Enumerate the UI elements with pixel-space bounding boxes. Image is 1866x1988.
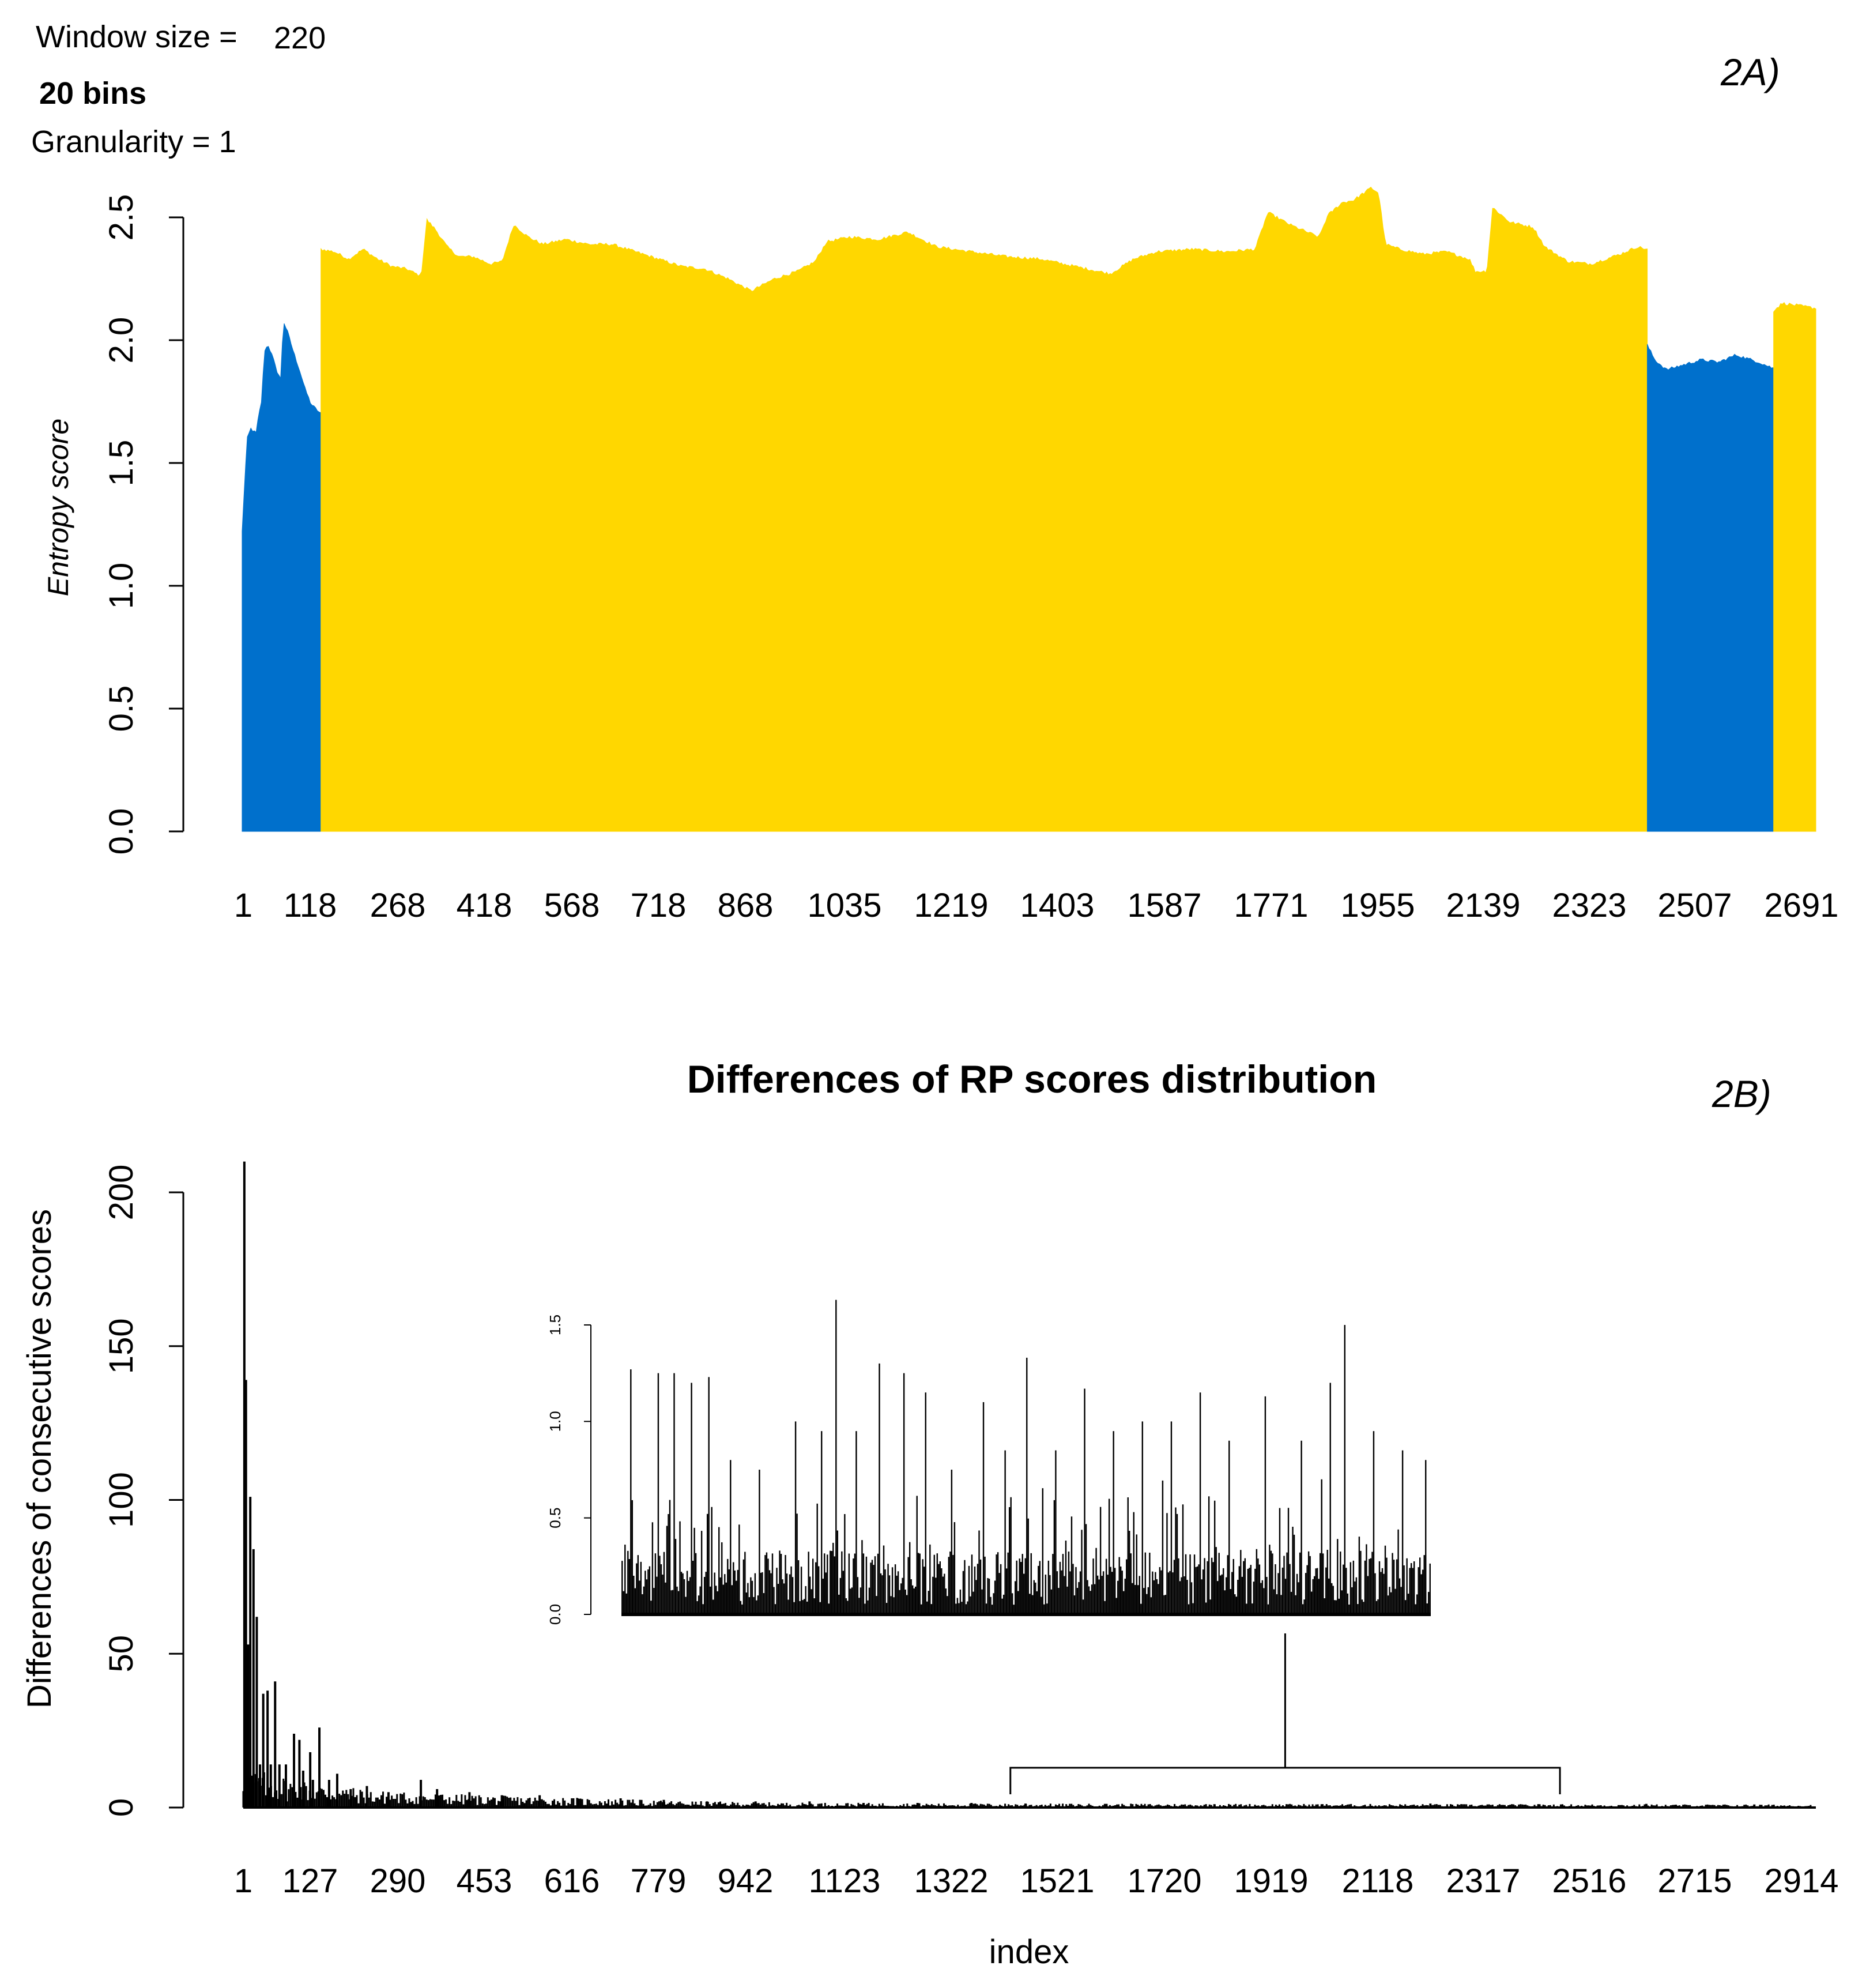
window-size-value: 220 [274,21,326,55]
bracket-line [1009,1767,1561,1794]
x-tick-label: 2516 [1552,1862,1626,1900]
x-tick-label: 2507 [1657,887,1732,924]
y-tick-label: 1.5 [103,440,140,487]
x-tick-label: 2118 [1342,1862,1414,1900]
entropy-segment-3 [1647,344,1777,832]
x-tick-label: 718 [631,887,687,924]
x-tick-label: 1322 [914,1862,988,1900]
x-tick-label: 1771 [1234,887,1308,924]
x-tick-label: 1035 [807,887,881,924]
x-tick-label: 2139 [1446,887,1520,924]
x-tick-label: 2323 [1552,887,1626,924]
x-tick-label: 1403 [1020,887,1094,924]
x-tick-label: 1 [234,887,252,924]
y-tick-label: 150 [103,1318,140,1374]
panel-2b: Differences of RP scores distribution 2B… [21,1057,1839,1971]
x-tick-label: 2691 [1764,887,1838,924]
window-size-label: Window size = [36,20,238,54]
x-tick-label: 779 [631,1862,687,1900]
x-tick-label: 418 [457,887,512,924]
y-axis-2b: 0 50 100 150 200 [103,1165,184,1817]
y-tick-label: 1.0 [103,563,140,609]
inset-y-tick-label: 1.0 [546,1411,564,1432]
panel-tag-2a: 2A) [1720,51,1780,93]
x-tick-label: 2914 [1764,1862,1838,1900]
x-tick-label: 942 [718,1862,774,1900]
x-tick-label: 290 [370,1862,426,1900]
x-tick-label: 268 [370,887,426,924]
inset-zoom-chart: 0.0 0.5 1.0 1.5 [546,1300,1431,1625]
x-tick-label: 1521 [1020,1862,1094,1900]
x-tick-label: 1955 [1340,887,1415,924]
y-tick-label: 50 [103,1635,140,1673]
entropy-segment-1 [242,323,322,832]
inset-y-tick-label: 0.0 [546,1604,564,1625]
inset-y-tick-label: 0.5 [546,1508,564,1528]
panel-2a: Window size = 220 20 bins Granularity = … [31,20,1839,924]
x-tick-label: 1123 [809,1862,881,1900]
x-tick-label: 127 [282,1862,338,1900]
y-tick-label: 0.0 [103,808,140,855]
x-tick-label: 2715 [1657,1862,1732,1900]
x-tick-label: 2317 [1446,1862,1520,1900]
x-tick-label: 453 [457,1862,512,1900]
entropy-segment-4 [1773,302,1816,832]
x-tick-label: 1 [234,1862,252,1900]
x-tick-label: 1587 [1127,887,1201,924]
y-axis-2a: 0.0 0.5 1.0 1.5 2.0 2.5 [103,194,184,855]
noise-bars [242,1772,1815,1808]
spike-bars [243,1161,1816,1809]
y-tick-label: 100 [103,1472,140,1528]
y-axis-title-2a: Entropy score [42,419,74,596]
y-tick-label: 200 [103,1165,140,1221]
zoom-bracket [1009,1633,1561,1794]
x-tick-label: 568 [544,887,600,924]
panel-tag-2b: 2B) [1712,1072,1771,1115]
x-axis-title-2b: index [989,1933,1069,1971]
x-axis-2b: 1 127 290 453 616 779 942 1123 1322 1521 1720 1919 2… [234,1862,1839,1900]
x-tick-label: 1919 [1234,1862,1308,1900]
x-tick-label: 1219 [914,887,988,924]
y-axis-title-2b: Differences of consecutive scores [21,1209,58,1708]
entropy-segment-2 [321,186,1648,832]
x-tick-label: 118 [284,887,337,924]
y-tick-label: 0 [103,1798,140,1817]
chart-title-2b: Differences of RP scores distribution [687,1057,1377,1101]
x-tick-label: 616 [544,1862,600,1900]
x-tick-label: 868 [718,887,774,924]
y-tick-label: 0.5 [103,686,140,732]
y-tick-label: 2.5 [103,194,140,241]
y-tick-label: 2.0 [103,317,140,364]
bins-label: 20 bins [39,76,146,111]
x-axis-2a: 1 118 268 418 568 718 868 1035 1219 1403 1587 1771 1… [234,887,1839,924]
granularity-label: Granularity = 1 [31,125,236,159]
inset-y-tick-label: 1.5 [546,1315,564,1335]
x-tick-label: 1720 [1127,1862,1201,1900]
entropy-area-series [242,186,1816,832]
